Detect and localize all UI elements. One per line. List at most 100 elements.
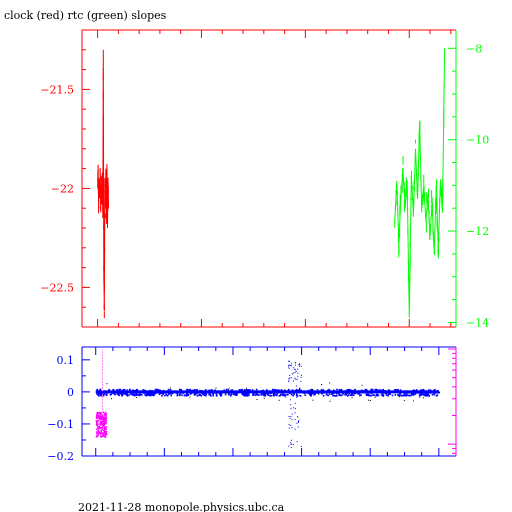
offset-excursion-point: [290, 424, 292, 426]
offset-point: [219, 393, 222, 395]
offset-point: [193, 394, 196, 396]
offset-outlier-point: [382, 395, 384, 397]
offset-point: [415, 389, 418, 391]
offset-point: [273, 392, 275, 395]
offset-point: [270, 394, 273, 397]
offset-point: [129, 388, 131, 391]
offset-point: [340, 388, 342, 391]
offset-point: [216, 394, 218, 397]
rndtrip-point: [101, 435, 104, 437]
offset-point: [97, 393, 100, 395]
offset-point: [119, 392, 122, 395]
offset-point: [193, 389, 196, 391]
offset-excursion-point: [289, 364, 290, 366]
offset-point: [243, 393, 246, 396]
offset-point: [394, 389, 396, 391]
offset-outlier-point: [278, 399, 280, 401]
offset-point: [112, 388, 114, 391]
offset-point: [239, 389, 242, 392]
offset-point: [139, 393, 142, 396]
offset-point: [158, 393, 161, 396]
offset-excursion-point: [294, 402, 296, 404]
offset-excursion-point: [296, 396, 298, 398]
offset-point: [179, 392, 182, 395]
offset-point: [202, 393, 204, 396]
offset-point: [354, 388, 356, 391]
offset-excursion-point: [288, 360, 290, 362]
offset-excursion-point: [291, 419, 293, 421]
rndtrip-point: [105, 414, 108, 416]
rndtrip-point: [104, 433, 106, 435]
rndtrip-point: [101, 432, 103, 434]
offset-point: [135, 392, 137, 395]
offset-excursion-point: [290, 408, 292, 410]
offset-excursion-point: [288, 424, 290, 426]
offset-outlier-point: [136, 397, 138, 398]
offset-point: [154, 392, 157, 395]
offset-point: [126, 393, 128, 395]
offset-point: [96, 393, 98, 395]
offset-point: [198, 394, 201, 396]
offset-point: [261, 393, 263, 395]
offset-outlier-point: [215, 387, 217, 389]
offset-point: [149, 394, 151, 397]
offset-excursion-point: [295, 362, 297, 364]
offset-point: [103, 393, 106, 395]
offset-point: [97, 394, 99, 396]
rndtrip-point: [103, 414, 106, 417]
offset-point: [162, 393, 164, 396]
offset-point: [152, 394, 154, 396]
rndtrip-point: [102, 415, 104, 418]
offset-point: [255, 388, 258, 391]
rndtrip-point: [100, 426, 102, 429]
offset-point: [122, 393, 124, 395]
offset-point: [260, 394, 262, 396]
offset-excursion-point: [289, 374, 291, 376]
rndtrip-point: [98, 419, 100, 422]
offset-excursion-point: [297, 421, 299, 422]
offset-point: [142, 389, 145, 391]
offset-point: [242, 393, 245, 395]
offset-excursion-point: [293, 380, 294, 382]
offset-excursion-point: [294, 428, 296, 430]
offset-point: [126, 389, 128, 391]
rndtrip-point: [95, 424, 98, 426]
y2-tick-label: −8: [466, 42, 482, 55]
offset-point: [102, 394, 105, 397]
footer-host-date: 2021-11-28 monopole.physics.ubc.ca: [78, 501, 285, 512]
offset-point: [126, 395, 129, 397]
offset-point: [246, 393, 248, 395]
offset-point: [395, 389, 397, 391]
offset-point: [150, 394, 152, 397]
offset-point: [122, 389, 125, 391]
rndtrip-point: [97, 427, 99, 429]
offset-point: [105, 394, 108, 397]
rndtrip-point: [97, 425, 99, 427]
offset-point: [375, 394, 377, 397]
offset-point: [118, 388, 120, 391]
offset-excursion-point: [288, 367, 290, 369]
offset-point: [100, 392, 102, 395]
offset-point: [423, 393, 425, 396]
offset-point: [170, 394, 172, 397]
rndtrip-point: [97, 433, 99, 435]
offset-point: [350, 389, 352, 392]
offset-point: [283, 394, 286, 397]
offset-point: [331, 393, 333, 395]
offset-point: [255, 392, 258, 395]
rndtrip-point: [98, 415, 100, 417]
offset-point: [348, 392, 350, 395]
offset-outlier-point: [106, 383, 108, 385]
offset-point: [100, 394, 102, 397]
offset-point: [296, 394, 298, 397]
offset-point: [438, 391, 440, 394]
offset-excursion-point: [298, 420, 300, 422]
rndtrip-point: [99, 433, 102, 436]
rndtrip-point: [100, 420, 102, 423]
offset-point: [310, 392, 313, 395]
rndtrip-point: [101, 429, 103, 431]
rndtrip-point: [102, 432, 104, 434]
offset-excursion-point: [300, 376, 302, 378]
offset-excursion-point: [288, 392, 290, 394]
